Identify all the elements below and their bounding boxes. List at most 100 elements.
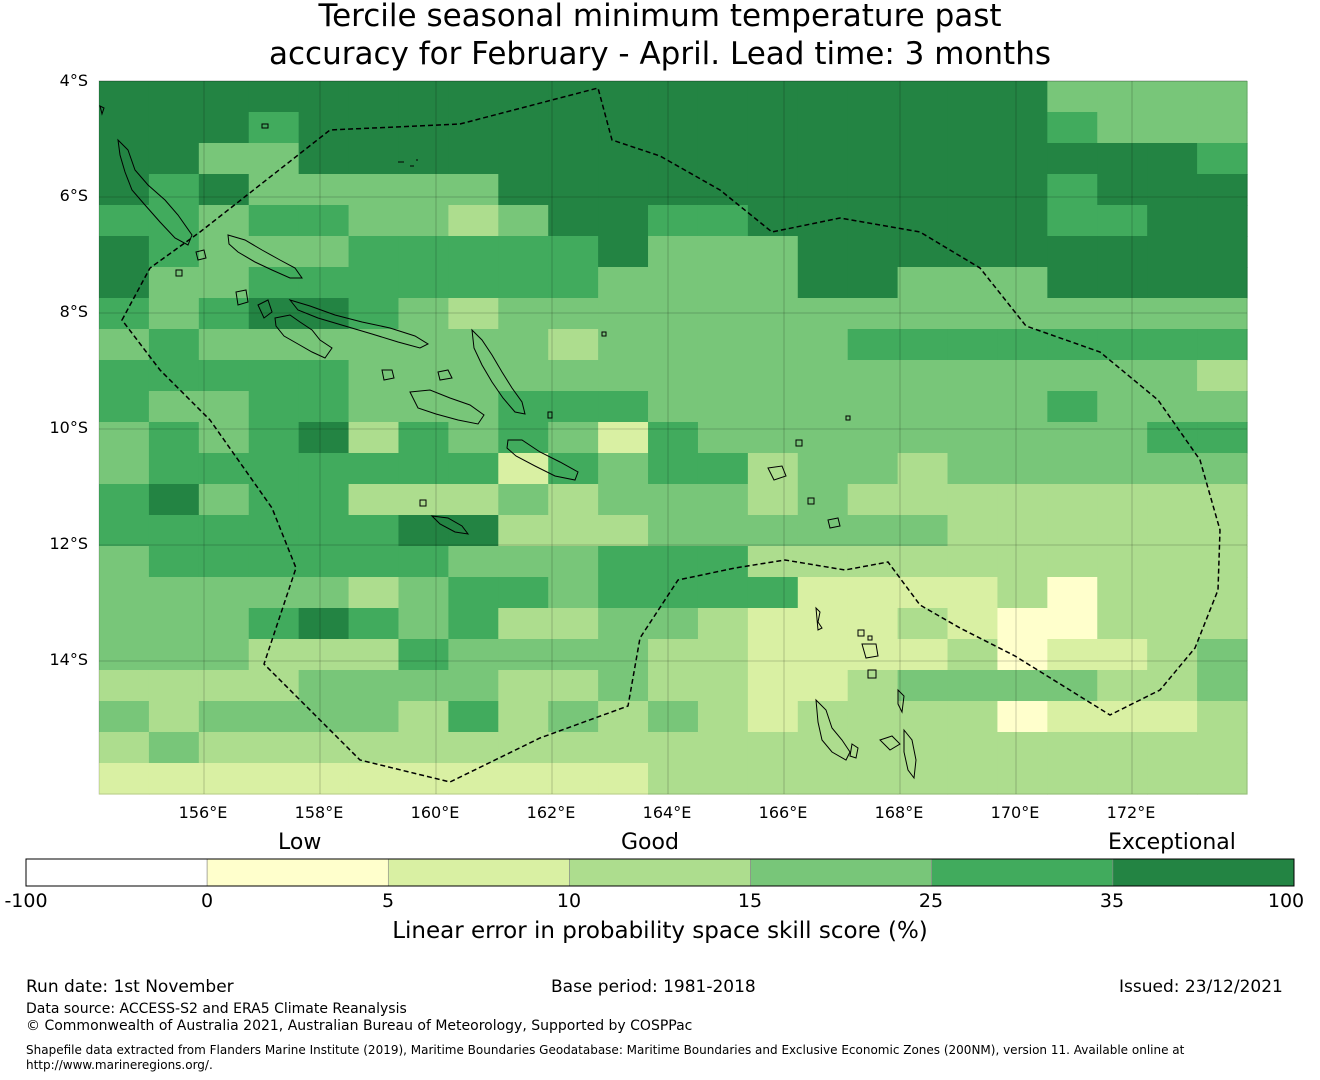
grid-cell: [1047, 484, 1098, 516]
lon-label-158e: 158°E: [294, 803, 344, 822]
grid-cell: [298, 484, 350, 516]
grid-cell: [498, 422, 549, 454]
colorbar-tick-0: 0: [200, 890, 214, 912]
grid-cell: [598, 267, 649, 299]
grid-cell: [947, 546, 999, 578]
grid-cell: [498, 329, 549, 361]
grid-cell: [697, 329, 749, 361]
grid-cell: [897, 763, 949, 795]
grid-cell: [1047, 670, 1098, 702]
grid-cell: [997, 484, 1048, 516]
grid-cell: [298, 515, 350, 547]
grid-cell: [598, 639, 649, 671]
grid-cell: [997, 298, 1048, 330]
grid-cell: [648, 577, 699, 609]
colorbar-tick--100: -100: [4, 890, 48, 912]
grid-cell: [1097, 701, 1148, 733]
lat-label-8s: 8°S: [59, 302, 88, 321]
grid-cell: [548, 81, 599, 113]
grid-cell: [897, 205, 949, 237]
grid-cell: [847, 546, 899, 578]
grid-cell: [1097, 391, 1148, 423]
grid-cell: [99, 329, 150, 361]
grid-cell: [1097, 112, 1148, 144]
grid-cell: [797, 112, 849, 144]
grid-cell: [897, 81, 949, 113]
banks-islands: [861, 643, 879, 659]
grid-cell: [1047, 608, 1098, 640]
grid-cell: [598, 81, 649, 113]
grid-cell: [1047, 639, 1098, 671]
grid-cell: [548, 484, 599, 516]
grid-cell: [797, 453, 849, 485]
grid-cell: [298, 391, 350, 423]
grid-cell: [1097, 515, 1148, 547]
grid-cell: [1147, 484, 1198, 516]
grid-cell: [697, 577, 749, 609]
grid-cell: [348, 546, 400, 578]
grid-cell: [198, 329, 250, 361]
grid-cell: [548, 577, 599, 609]
grid-cell: [1197, 763, 1248, 795]
grid-cell: [947, 81, 999, 113]
grid-cell: [598, 422, 649, 454]
grid-cell: [947, 763, 999, 795]
grid-cell: [99, 422, 150, 454]
grid-cell: [99, 639, 150, 671]
grid-cell: [697, 422, 749, 454]
grid-cell: [248, 174, 300, 206]
grid-cell: [897, 236, 949, 268]
grid-cell: [548, 701, 599, 733]
grid-cell: [348, 670, 400, 702]
grid-cell: [997, 143, 1048, 175]
grid-cell: [448, 546, 499, 578]
grid-cell: [598, 515, 649, 547]
grid-cell: [148, 205, 200, 237]
grid-cell: [797, 577, 849, 609]
grid-cell: [148, 329, 200, 361]
grid-cell: [1097, 267, 1148, 299]
grid-cell: [747, 267, 799, 299]
grid-cell: [897, 391, 949, 423]
lat-label-10s: 10°S: [49, 418, 88, 437]
grid-cell: [697, 670, 749, 702]
colorbar-tick-35: 35: [1099, 890, 1125, 912]
grid-cell: [198, 112, 250, 144]
grid-cell: [248, 453, 300, 485]
grid-cell: [1097, 484, 1148, 516]
vanikoro-island: [827, 517, 841, 529]
grid-cell: [648, 484, 699, 516]
grid-cell: [598, 670, 649, 702]
grid-cell: [797, 422, 849, 454]
grid-cell: [148, 112, 200, 144]
grid-cell: [198, 701, 250, 733]
grid-cell: [1097, 670, 1148, 702]
grid-cell: [1147, 732, 1198, 764]
grid-cell: [248, 360, 300, 392]
new-georgia-island: [274, 314, 333, 359]
grid-cell: [648, 732, 699, 764]
grid-cell: [548, 422, 599, 454]
tikopia-island: [795, 439, 803, 447]
vanua-lava-island: [857, 629, 865, 637]
grid-cell: [997, 763, 1048, 795]
grid-cell: [148, 174, 200, 206]
grid-cell: [448, 174, 499, 206]
grid-cell: [1047, 546, 1098, 578]
hiw-island: [867, 635, 873, 641]
grid-cell: [598, 484, 649, 516]
colorbar-segment: [25, 858, 208, 887]
grid-cell: [548, 298, 599, 330]
grid-cell: [448, 81, 499, 113]
grid-cell: [747, 732, 799, 764]
grid-cell: [348, 701, 400, 733]
grid-cell: [448, 577, 499, 609]
grid-cell: [248, 732, 300, 764]
colorbar-frame: [25, 858, 1295, 887]
grid-cell: [298, 205, 350, 237]
grid-cell: [697, 205, 749, 237]
lon-label-166e: 166°E: [758, 803, 808, 822]
buka-island: [99, 105, 105, 116]
grid-cell: [1197, 732, 1248, 764]
grid-cell: [1047, 701, 1098, 733]
